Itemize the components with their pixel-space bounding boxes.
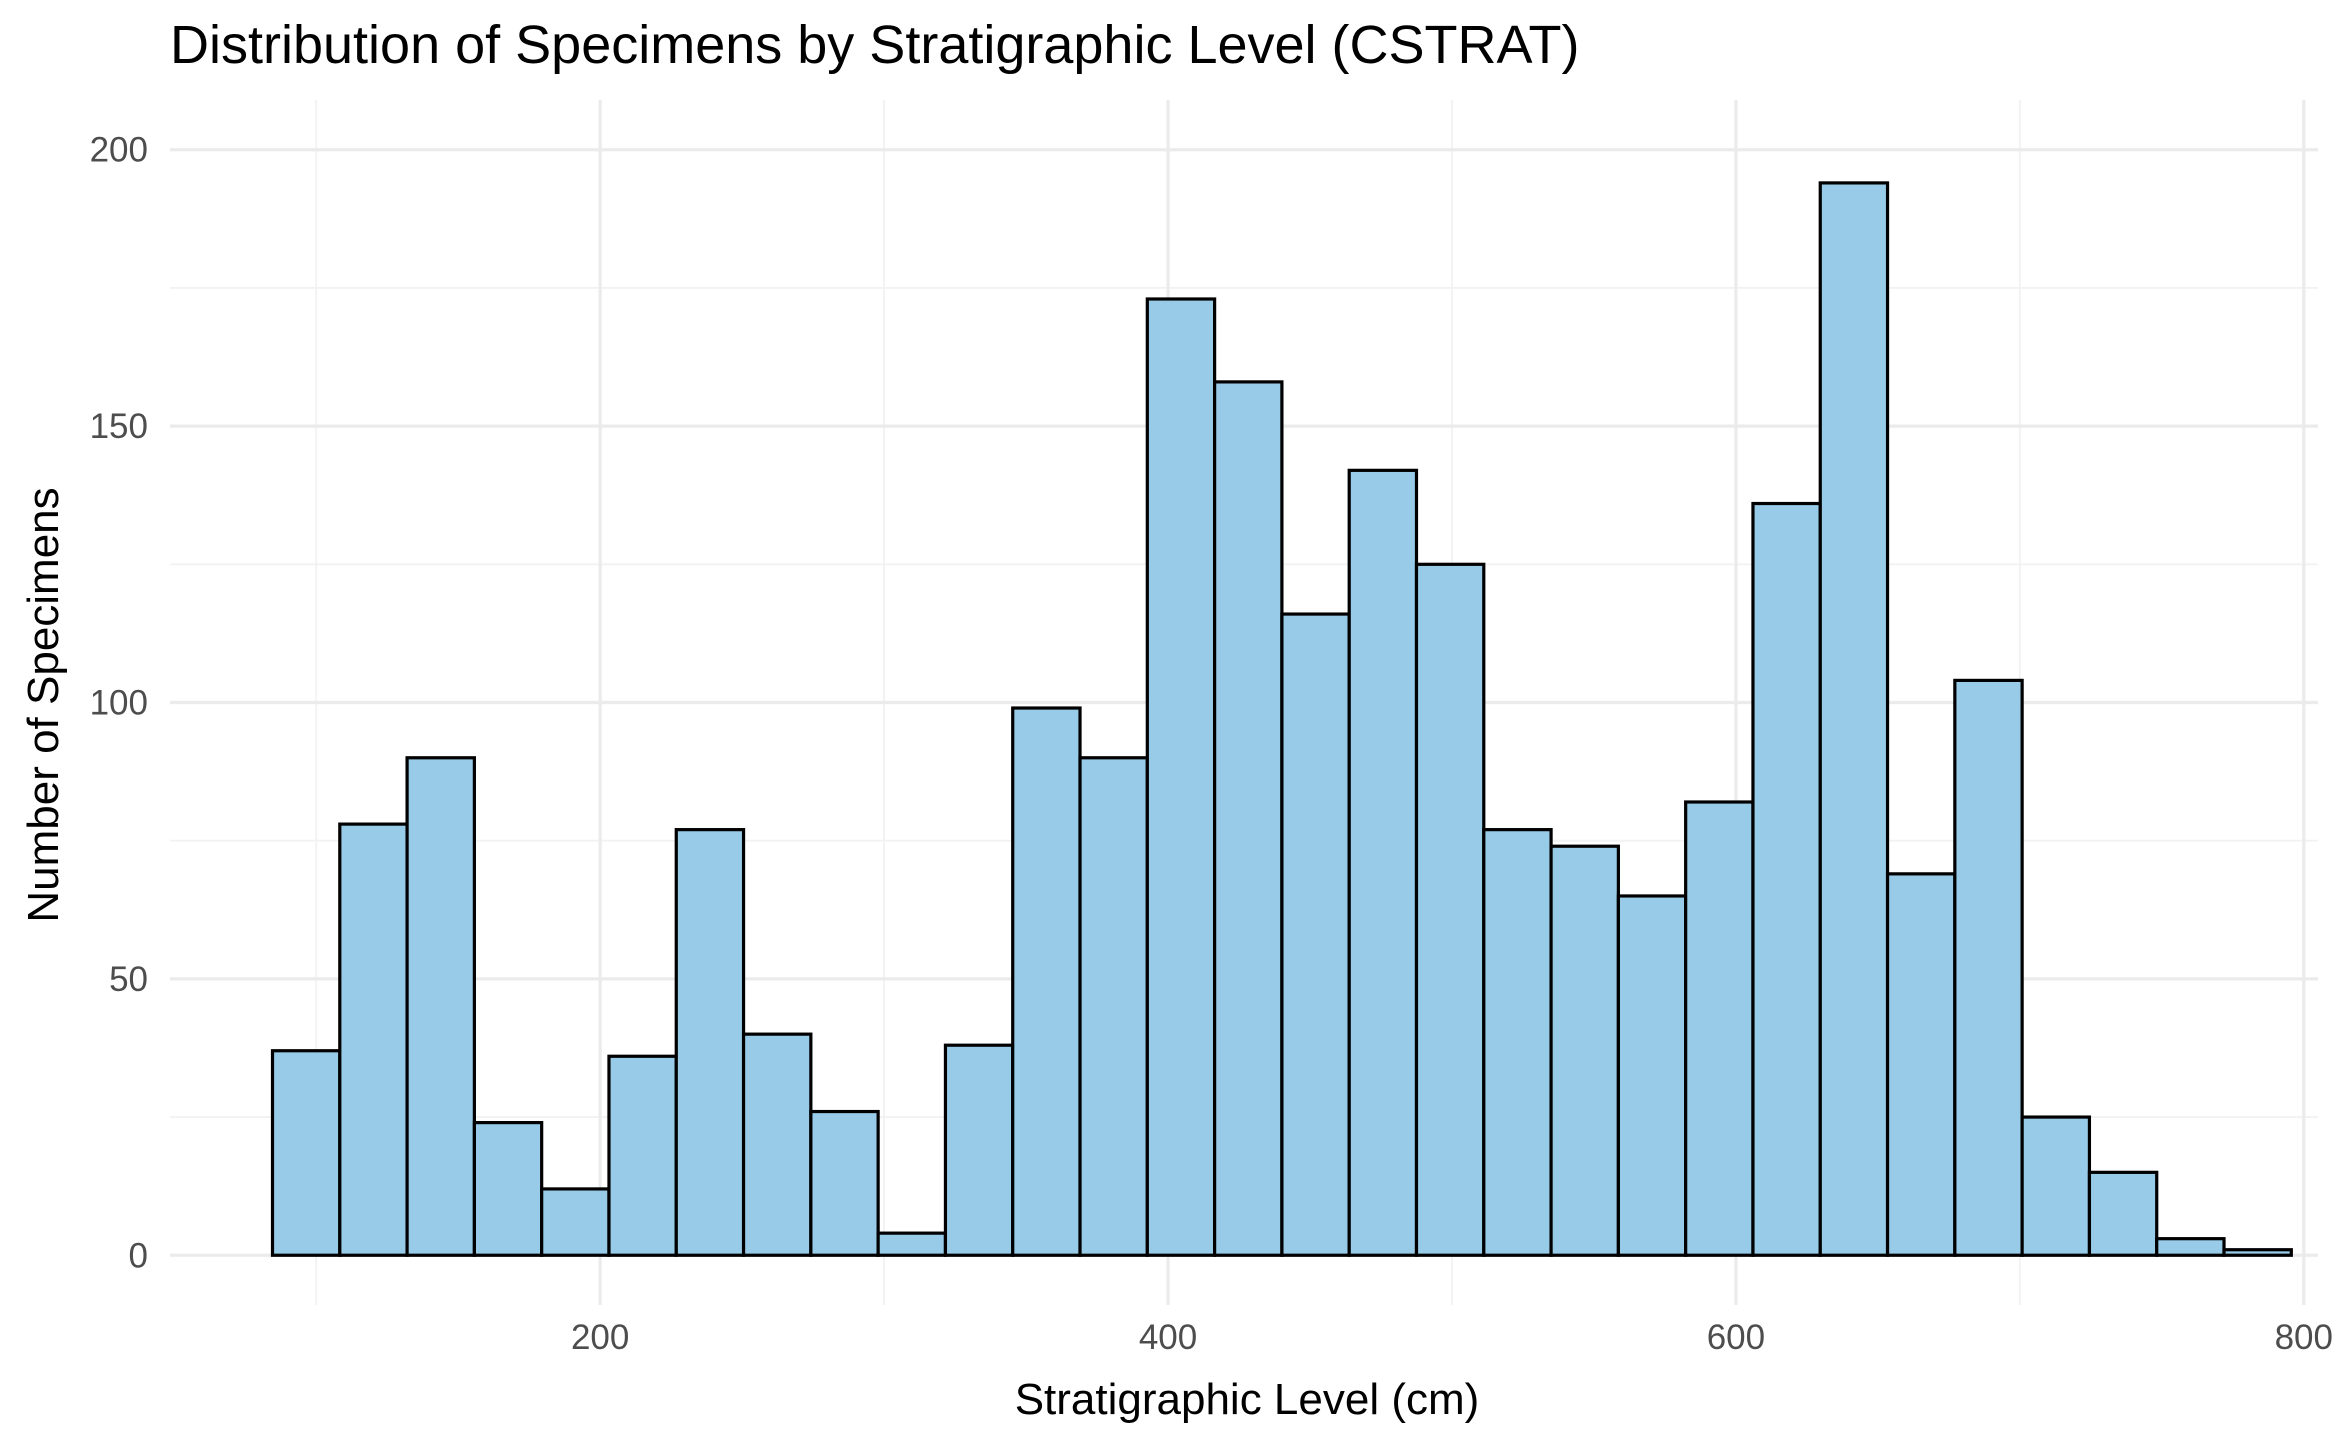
histogram-bar bbox=[1145, 297, 1217, 1257]
histogram-bars bbox=[270, 181, 2293, 1257]
histogram-bar bbox=[741, 1032, 813, 1257]
histogram-bar bbox=[338, 822, 409, 1257]
x-tick-labels: 200 400 600 800 bbox=[571, 1318, 2333, 1357]
histogram-bar bbox=[876, 1231, 948, 1257]
y-tick-label: 100 bbox=[90, 684, 148, 723]
histogram-bar bbox=[540, 1187, 611, 1257]
y-axis-label: Number of Specimens bbox=[19, 487, 68, 922]
x-axis-label: Stratigraphic Level (cm) bbox=[1015, 1375, 1480, 1424]
x-tick-label: 400 bbox=[1139, 1318, 1197, 1357]
histogram-bar bbox=[1549, 844, 1620, 1257]
y-tick-labels: 0 50 100 150 200 bbox=[90, 131, 148, 1276]
histogram-bar bbox=[405, 756, 476, 1257]
histogram-bar bbox=[1885, 872, 1957, 1257]
histogram-bar bbox=[1616, 894, 1688, 1257]
histogram-bar bbox=[1751, 501, 1822, 1257]
histogram-bar bbox=[1078, 756, 1149, 1257]
histogram-bar bbox=[1213, 380, 1284, 1257]
histogram-bar bbox=[2087, 1170, 2159, 1257]
x-tick-label: 800 bbox=[2275, 1318, 2333, 1357]
histogram-bar bbox=[1011, 706, 1082, 1257]
histogram-bar bbox=[472, 1120, 544, 1257]
y-tick-label: 50 bbox=[109, 960, 148, 999]
histogram-bar bbox=[1953, 678, 2024, 1257]
x-tick-label: 200 bbox=[571, 1318, 629, 1357]
histogram-bar bbox=[2222, 1248, 2293, 1257]
y-tick-label: 0 bbox=[129, 1236, 148, 1275]
histogram-bar bbox=[809, 1109, 880, 1257]
histogram-bar bbox=[1482, 828, 1553, 1257]
histogram-bar bbox=[943, 1043, 1015, 1257]
histogram-bar bbox=[1818, 181, 1890, 1257]
x-tick-label: 600 bbox=[1707, 1318, 1765, 1357]
histogram-bar bbox=[607, 1054, 678, 1257]
histogram-bar bbox=[2155, 1237, 2226, 1257]
histogram-bar bbox=[1347, 468, 1419, 1257]
histogram-bar bbox=[674, 828, 746, 1257]
histogram-bar bbox=[270, 1049, 342, 1257]
y-tick-label: 200 bbox=[90, 131, 148, 170]
histogram-bar bbox=[1684, 800, 1755, 1257]
histogram-bar bbox=[1414, 562, 1486, 1257]
chart-title: Distribution of Specimens by Stratigraph… bbox=[170, 15, 1580, 75]
histogram-bar bbox=[2020, 1115, 2092, 1257]
y-tick-label: 150 bbox=[90, 407, 148, 446]
histogram-bar bbox=[1280, 612, 1351, 1257]
